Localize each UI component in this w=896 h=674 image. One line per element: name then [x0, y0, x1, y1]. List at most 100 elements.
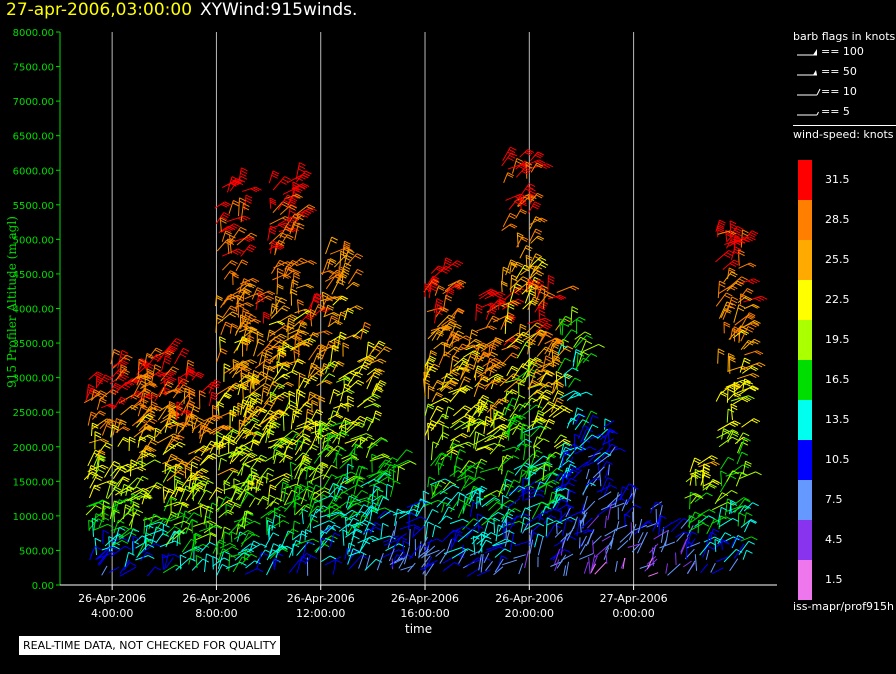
wind-barb-feather	[280, 441, 287, 446]
wind-barb	[724, 498, 728, 516]
wind-barb-feather	[479, 461, 486, 466]
wind-barb	[367, 472, 383, 485]
wind-barb-feather	[228, 412, 235, 417]
wind-barb-feather	[295, 332, 303, 337]
wind-barb	[373, 476, 388, 487]
wind-barb-feather	[538, 218, 546, 223]
wind-barb	[461, 421, 479, 430]
wind-barb-feather	[98, 469, 105, 473]
wind-barb	[493, 566, 504, 576]
wind-barb-feather	[254, 458, 262, 463]
wind-barb-feather	[116, 418, 123, 422]
wind-barb-feather	[272, 338, 280, 343]
wind-barb	[510, 274, 513, 293]
wind-barb-feather	[340, 297, 347, 302]
wind-barb	[422, 491, 425, 507]
wind-barb	[117, 350, 123, 369]
wind-barb-feather	[539, 264, 547, 268]
wind-barb-feather	[249, 432, 256, 437]
wind-barb-feather	[321, 537, 328, 542]
wind-barb-feather	[377, 387, 384, 392]
wind-barb-feather	[335, 271, 342, 276]
wind-barb	[546, 520, 557, 526]
wind-barb-feather	[520, 193, 527, 198]
wind-barb-feather	[342, 432, 350, 437]
wind-barb-feather	[306, 488, 313, 493]
wind-barb	[320, 295, 329, 311]
wind-barb-feather	[556, 337, 563, 342]
wind-barb	[522, 425, 541, 433]
wind-barb-feather	[146, 365, 153, 370]
wind-barb-feather	[549, 453, 557, 458]
wind-barb-feather	[420, 516, 427, 521]
wind-barb-feather	[469, 355, 477, 360]
wind-barb-feather	[352, 456, 359, 461]
wind-barb-feather	[250, 393, 258, 398]
wind-barb-feather	[515, 283, 522, 287]
wind-barb-feather	[307, 208, 315, 213]
wind-barb	[568, 377, 576, 388]
wind-barb-feather	[145, 416, 152, 421]
wind-barb	[476, 532, 492, 545]
wind-barb-feather	[284, 262, 292, 267]
wind-barb	[506, 303, 509, 320]
wind-barb-feather	[316, 293, 323, 297]
wind-barb	[233, 447, 247, 457]
wind-barb	[93, 455, 99, 467]
wind-barb-feather	[108, 536, 115, 541]
y-tick-label: 5500.00	[13, 201, 54, 212]
wind-barb-feather	[504, 548, 512, 553]
wind-barb-feather	[242, 383, 249, 388]
wind-barb-feather	[498, 362, 505, 367]
wind-barb	[371, 495, 382, 503]
wind-barb-feather	[478, 487, 486, 492]
wind-barb-feather	[242, 206, 250, 211]
wind-barb-feather	[431, 484, 438, 489]
wind-barb-feather	[207, 456, 214, 461]
y-tick-label: 6000.00	[13, 166, 54, 177]
wind-barb	[265, 517, 268, 536]
wind-barb	[710, 562, 716, 573]
wind-barb-feather	[445, 297, 452, 302]
wind-barb	[737, 512, 740, 527]
wind-barb	[90, 546, 96, 557]
wind-barb-feather	[531, 300, 538, 305]
wind-barb-feather	[331, 502, 338, 506]
wind-barb-feather	[508, 312, 515, 317]
wind-barb	[217, 548, 224, 563]
wind-barb-feather	[223, 395, 230, 399]
wind-barb	[169, 515, 183, 522]
wind-barb	[518, 563, 524, 575]
wind-barb-feather	[496, 292, 503, 297]
wind-barb-feather	[285, 197, 293, 202]
wind-barb-feather	[336, 487, 344, 491]
wind-barb-feather	[552, 342, 560, 347]
wind-barb-feather	[488, 310, 496, 315]
wind-barb	[112, 540, 123, 547]
wind-barb-feather	[548, 277, 555, 282]
wind-barb-feather	[123, 483, 131, 488]
wind-barb-feather	[233, 361, 240, 366]
wind-barb	[307, 362, 313, 379]
wind-barb-feather	[444, 261, 452, 266]
wind-barb-feather	[231, 176, 239, 181]
wind-barb	[472, 355, 479, 370]
wind-barb-feather	[110, 546, 118, 551]
wind-barb	[155, 533, 164, 544]
wind-barb-feather	[427, 403, 435, 408]
wind-barb-feather	[99, 399, 107, 404]
wind-barb-feather	[514, 300, 522, 305]
wind-barb-feather	[462, 518, 469, 523]
wind-barb-feather	[282, 274, 289, 279]
wind-barb-feather	[278, 383, 286, 388]
wind-barb-feather	[213, 381, 220, 386]
wind-barb	[148, 514, 155, 530]
wind-barb-feather	[494, 378, 501, 383]
wind-barb	[267, 225, 271, 241]
wind-barb-feather	[248, 234, 255, 239]
wind-barb	[161, 554, 165, 570]
wind-barb-feather	[586, 391, 593, 396]
wind-barb-feather	[478, 382, 486, 387]
wind-barb-feather	[316, 347, 324, 352]
wind-barb-feather	[383, 453, 390, 458]
